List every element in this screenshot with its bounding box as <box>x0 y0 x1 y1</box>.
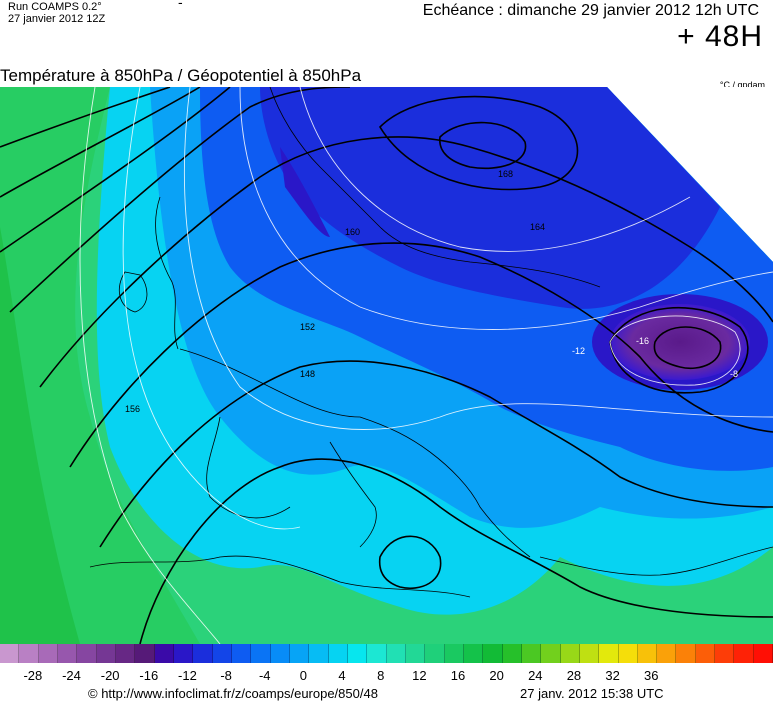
color-swatch <box>251 644 271 663</box>
isohypse-label: 168 <box>498 169 513 179</box>
scale-tick-label: 24 <box>528 668 543 683</box>
color-swatch <box>77 644 97 663</box>
color-swatch <box>521 644 542 663</box>
scale-tick-label: -24 <box>62 668 81 683</box>
scale-tick-label: 36 <box>644 668 659 683</box>
color-swatch <box>657 644 677 663</box>
color-swatch <box>96 644 116 663</box>
scale-tick-label: -12 <box>178 668 197 683</box>
scale-tick-label: -8 <box>220 668 232 683</box>
isotherm-labels: -16 -12 -8 <box>572 336 738 379</box>
scale-tick-label: 28 <box>566 668 582 683</box>
isohypse-label: 152 <box>300 322 315 332</box>
color-swatch <box>541 644 561 663</box>
color-swatch <box>463 644 484 663</box>
scale-tick-label: 16 <box>450 668 466 683</box>
color-swatch <box>444 644 464 663</box>
color-swatch <box>231 644 252 663</box>
color-swatch <box>135 644 155 663</box>
run-name: Run COAMPS 0.2° <box>8 1 102 13</box>
color-swatch <box>115 644 136 663</box>
color-swatch <box>0 644 20 663</box>
scale-tick-label: -4 <box>258 668 271 683</box>
map-title: Température à 850hPa / Géopotentiel à 85… <box>0 66 362 85</box>
color-scale-bar <box>0 644 773 663</box>
color-swatch <box>212 644 232 663</box>
isotherm-label: -12 <box>572 346 585 356</box>
color-swatch <box>560 644 580 663</box>
scale-tick-label: -16 <box>139 668 159 683</box>
color-swatch <box>289 644 310 663</box>
color-swatch <box>502 644 522 663</box>
color-swatch <box>19 644 39 663</box>
color-swatch <box>405 644 426 663</box>
isohypses <box>0 87 773 644</box>
units-label: °C / gpdam <box>719 80 765 90</box>
color-swatch <box>637 644 658 663</box>
isotherms <box>79 87 773 644</box>
scale-tick-label: 20 <box>489 668 504 683</box>
lead-time: + 48H <box>677 20 763 53</box>
color-swatch <box>173 644 194 663</box>
color-swatch <box>57 644 78 663</box>
color-swatch <box>599 644 619 663</box>
color-swatch <box>328 644 348 663</box>
map-background <box>0 87 773 644</box>
isohypse-labels: 148 152 156 160 164 168 <box>125 169 545 414</box>
weather-map: 148 152 156 160 164 168 -16 -12 -8 <box>0 87 773 644</box>
color-swatch <box>715 644 735 663</box>
isohypse-label: 148 <box>300 369 315 379</box>
color-swatch <box>193 644 213 663</box>
scale-tick-label: 0 <box>299 668 308 683</box>
isohypse-label: 164 <box>530 222 545 232</box>
color-swatch <box>483 644 503 663</box>
color-swatch <box>154 644 174 663</box>
copyright-url: © http://www.infoclimat.fr/z/coamps/euro… <box>88 686 378 701</box>
color-swatch <box>695 644 716 663</box>
isohypse-label: 156 <box>125 404 140 414</box>
isotherm-label: -16 <box>636 336 649 346</box>
color-swatch <box>367 644 387 663</box>
color-swatch <box>386 644 406 663</box>
scale-tick-label: -20 <box>100 668 120 683</box>
color-swatch <box>734 644 754 663</box>
color-swatch <box>579 644 600 663</box>
color-swatch <box>753 644 773 663</box>
valid-time: Echéance : dimanche 29 janvier 2012 12h … <box>422 2 759 19</box>
color-swatch <box>309 644 329 663</box>
scale-tick-label: 32 <box>605 668 620 683</box>
isotherm-label: -8 <box>730 369 738 379</box>
isohypse-label: 160 <box>345 227 360 237</box>
color-swatch <box>676 644 696 663</box>
scale-tick-label: 4 <box>338 668 346 683</box>
color-swatch <box>347 644 368 663</box>
color-swatch <box>425 644 445 663</box>
color-swatch <box>618 644 638 663</box>
generated-time: 27 janv. 2012 15:38 UTC <box>520 686 664 701</box>
scale-tick-label: 8 <box>377 668 385 683</box>
color-scale-labels: -28 -24 -20 -16 -12 -8 -4 0 4 8 12 16 20 24 28 32 36 <box>0 668 773 684</box>
run-date: 27 janvier 2012 12Z <box>8 13 106 25</box>
color-swatch <box>270 644 290 663</box>
scale-tick-label: -28 <box>23 668 43 683</box>
color-swatch <box>38 644 58 663</box>
scale-tick-label: 12 <box>412 668 427 683</box>
header-dash: - <box>178 0 183 10</box>
